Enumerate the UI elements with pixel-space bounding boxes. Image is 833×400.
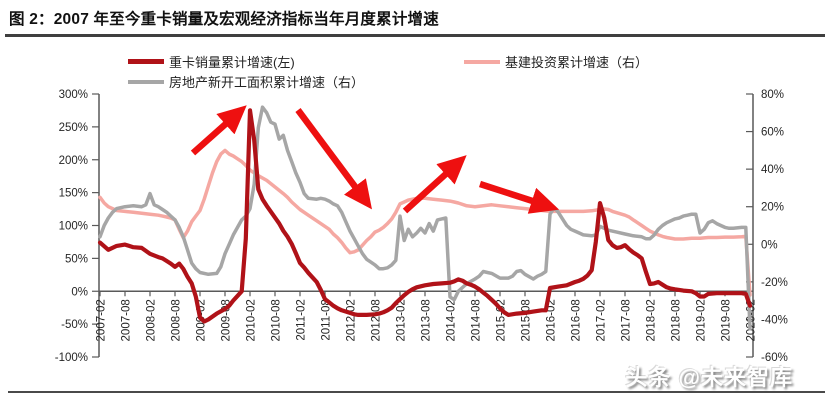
x-axis-tick-label: 2013-08 [421,299,433,341]
right-axis-tick-label: -40% [761,314,788,326]
left-axis-tick-label: 200% [59,155,88,167]
housing-starts-line-swatch-icon [128,79,164,84]
series-line-1 [98,105,752,331]
x-axis-tick-label: 2011-02 [296,299,308,340]
legend-item-truck-sales: 重卡销量累计增速(左) [128,52,295,71]
figure-title: 图 2：2007 年至今重卡销量及宏观经济指标当年月度累计增速 [9,11,439,28]
series-line-0 [98,148,752,297]
right-axis-tick-label: 60% [761,127,784,139]
x-axis-tick-label: 2014-02 [446,299,458,341]
x-axis-tick-label: 2017-02 [596,299,608,341]
x-axis-tick-label: 2014-08 [471,299,483,341]
infrastructure-line-swatch-icon [464,59,500,64]
x-axis-tick-label: 2019-02 [696,299,708,341]
left-axis-tick-label: 300% [59,89,88,101]
truck-sales-line-swatch-icon [128,59,164,64]
series-line-2 [97,108,753,324]
legend-item-infrastructure: 基建投资累计增速（右） [464,52,648,71]
annotation-arrow-3 [478,180,560,214]
x-axis-tick-label: 2010-08 [271,299,283,341]
left-axis-tick-label: -50% [61,319,88,331]
right-axis-tick-label: 80% [761,89,784,101]
x-axis-tick-label: 2019-08 [721,299,733,341]
legend-item-housing-starts: 房地产新开工面积累计增速（右） [128,72,364,91]
x-axis-tick-label: 2007-08 [121,299,133,341]
right-axis-tick-label: 20% [761,202,784,214]
x-axis-tick-label: 2018-02 [646,299,658,341]
left-axis-tick-label: 250% [59,122,88,134]
annotation-arrow-2 [402,155,467,214]
legend-label-housing-starts: 房地产新开工面积累计增速（右） [169,75,365,90]
left-axis-tick-label: 150% [59,188,88,200]
annotation-arrow-1 [295,108,372,210]
watermark: 头条 @未来智库 [625,365,793,390]
x-axis-tick-label: 2012-08 [371,299,383,341]
x-axis-tick-label: 2012-02 [346,299,358,341]
right-axis-tick-label: 0% [761,239,778,251]
legend-label-truck-sales: 重卡销量累计增速(左) [169,55,295,70]
title-divider [5,34,825,37]
x-axis-tick-label: 2010-02 [246,299,258,341]
x-axis-tick-label: 2016-02 [546,299,558,341]
x-axis-tick-label: 2015-08 [521,299,533,341]
x-axis-tick-label: 2011-08 [321,299,333,340]
x-axis-tick-label: 2008-08 [171,299,183,341]
left-axis-tick-label: 50% [65,253,88,265]
x-axis-tick-label: 2007-02 [96,299,108,341]
legend-label-infrastructure: 基建投资累计增速（右） [505,55,649,70]
x-axis-tick-label: 2013-02 [396,299,408,341]
x-axis-tick-label: 2008-02 [146,299,158,341]
x-axis-tick-label: 2017-08 [621,299,633,341]
left-axis-tick-label: 100% [59,221,88,233]
right-axis-tick-label: -20% [761,277,788,289]
annotation-arrow-0 [190,105,247,156]
right-axis-tick-label: 40% [761,164,784,176]
right-axis-tick-label: -60% [761,352,788,364]
left-axis-tick-label: 0% [71,286,88,298]
x-axis-tick-label: 2016-08 [571,299,583,341]
left-axis-tick-label: -100% [55,352,88,364]
x-axis-tick-label: 2018-08 [671,299,683,341]
bottom-divider [8,391,825,393]
